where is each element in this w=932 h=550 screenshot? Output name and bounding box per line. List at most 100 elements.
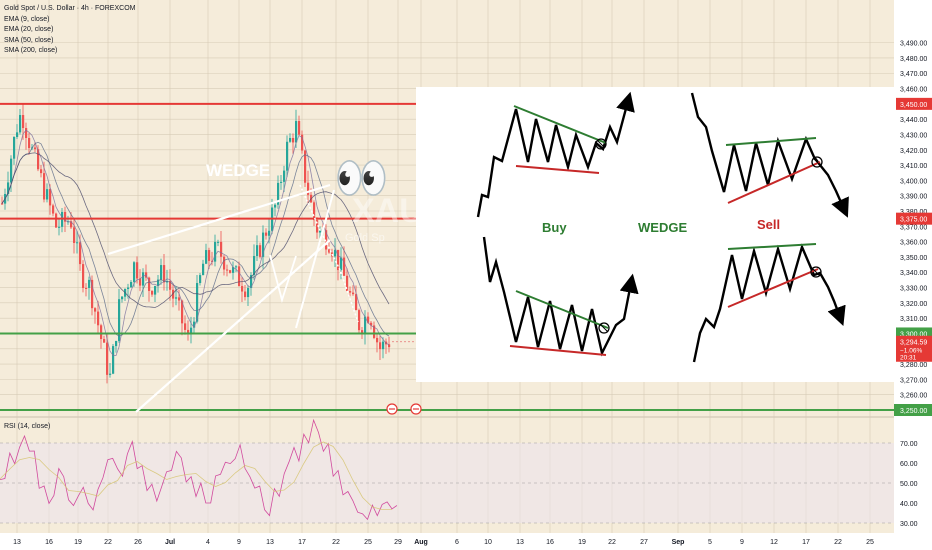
candle-body[interactable]: [103, 339, 106, 343]
candle-body[interactable]: [94, 308, 97, 312]
candle-body[interactable]: [202, 263, 205, 276]
candle-body[interactable]: [355, 294, 358, 311]
candle-body[interactable]: [64, 211, 67, 222]
candle-body[interactable]: [43, 173, 46, 200]
candle-body[interactable]: [319, 229, 322, 233]
candle-body[interactable]: [283, 170, 286, 182]
wedge-upper-line[interactable]: [107, 183, 331, 256]
candle-body[interactable]: [148, 277, 151, 291]
candle-body[interactable]: [10, 158, 13, 183]
candle-body[interactable]: [352, 292, 355, 295]
candle-body[interactable]: [163, 265, 166, 283]
candle-body[interactable]: [25, 128, 28, 139]
candle-body[interactable]: [169, 280, 172, 290]
candle-body[interactable]: [178, 297, 181, 301]
candle-body[interactable]: [73, 227, 76, 243]
candle-body[interactable]: [106, 342, 109, 375]
candle-body[interactable]: [22, 115, 25, 129]
candle-body[interactable]: [268, 230, 271, 236]
candle-body[interactable]: [28, 138, 31, 149]
candle-body[interactable]: [19, 115, 22, 133]
candle-body[interactable]: [58, 226, 61, 228]
indicator-ema9[interactable]: EMA (9, close): [4, 15, 50, 23]
candle-body[interactable]: [307, 182, 310, 195]
candle-body[interactable]: [127, 287, 130, 289]
candle-body[interactable]: [373, 325, 376, 338]
candle-body[interactable]: [328, 249, 331, 253]
candle-body[interactable]: [187, 329, 190, 335]
candle-body[interactable]: [7, 182, 10, 195]
candle-body[interactable]: [232, 267, 235, 273]
candle-body[interactable]: [34, 147, 37, 150]
candle-body[interactable]: [49, 189, 52, 206]
candle-body[interactable]: [241, 286, 244, 292]
candle-body[interactable]: [100, 325, 103, 340]
candle-body[interactable]: [196, 283, 199, 322]
candle-body[interactable]: [244, 291, 247, 298]
candle-body[interactable]: [388, 344, 391, 348]
candle-body[interactable]: [316, 220, 319, 233]
candle-body[interactable]: [343, 257, 346, 276]
candle-body[interactable]: [361, 330, 364, 333]
wedge-lower-line[interactable]: [135, 239, 331, 413]
candle-body[interactable]: [13, 137, 16, 159]
candle-body[interactable]: [364, 316, 367, 333]
candle-body[interactable]: [37, 149, 40, 170]
rsi-line[interactable]: [0, 418, 398, 521]
candle-body[interactable]: [97, 311, 100, 326]
candle-body[interactable]: [295, 121, 298, 143]
candle-body[interactable]: [301, 134, 304, 151]
candle-body[interactable]: [367, 316, 370, 323]
candle-body[interactable]: [379, 342, 382, 350]
candle-body[interactable]: [121, 296, 124, 300]
candle-body[interactable]: [130, 281, 133, 288]
candle-body[interactable]: [115, 340, 118, 347]
indicator-sma200[interactable]: SMA (200, close): [4, 47, 58, 54]
candle-body[interactable]: [82, 264, 85, 288]
candle-body[interactable]: [382, 341, 385, 350]
candle-body[interactable]: [175, 297, 178, 299]
candle-body[interactable]: [205, 250, 208, 264]
candle-body[interactable]: [274, 204, 277, 208]
candle-body[interactable]: [325, 230, 328, 250]
candle-body[interactable]: [112, 346, 115, 374]
candle-body[interactable]: [334, 249, 337, 257]
candle-body[interactable]: [214, 241, 217, 262]
candle-body[interactable]: [340, 257, 343, 271]
candle-body[interactable]: [349, 291, 352, 293]
candle-body[interactable]: [250, 275, 253, 289]
candle-body[interactable]: [298, 121, 301, 135]
candle-body[interactable]: [88, 279, 91, 288]
candle-body[interactable]: [133, 262, 136, 282]
candle-body[interactable]: [265, 232, 268, 236]
candle-body[interactable]: [55, 213, 58, 228]
candle-body[interactable]: [217, 241, 220, 243]
candle-body[interactable]: [235, 266, 238, 268]
candle-body[interactable]: [220, 241, 223, 257]
candle-body[interactable]: [226, 269, 229, 271]
candle-body[interactable]: [40, 169, 43, 174]
candle-body[interactable]: [109, 373, 112, 375]
candle-body[interactable]: [229, 270, 232, 273]
candle-body[interactable]: [151, 290, 154, 295]
candle-body[interactable]: [304, 150, 307, 183]
candle-body[interactable]: [253, 255, 256, 276]
candle-body[interactable]: [52, 205, 55, 214]
candle-body[interactable]: [70, 221, 73, 228]
candle-body[interactable]: [157, 279, 160, 287]
candle-body[interactable]: [247, 288, 250, 298]
candle-body[interactable]: [286, 141, 289, 171]
candle-body[interactable]: [208, 250, 211, 261]
candle-body[interactable]: [160, 265, 163, 280]
candle-body[interactable]: [238, 266, 241, 287]
symbol-title[interactable]: Gold Spot / U.S. Dollar · 4h · FOREXCOM: [4, 5, 136, 12]
indicator-sma50[interactable]: SMA (50, close): [4, 36, 54, 44]
candle-body[interactable]: [181, 300, 184, 324]
candle-body[interactable]: [223, 256, 226, 270]
candle-body[interactable]: [184, 323, 187, 330]
candle-body[interactable]: [346, 275, 349, 292]
candle-body[interactable]: [91, 279, 94, 309]
candle-body[interactable]: [46, 189, 49, 200]
candle-body[interactable]: [193, 321, 196, 328]
candle-body[interactable]: [154, 286, 157, 295]
